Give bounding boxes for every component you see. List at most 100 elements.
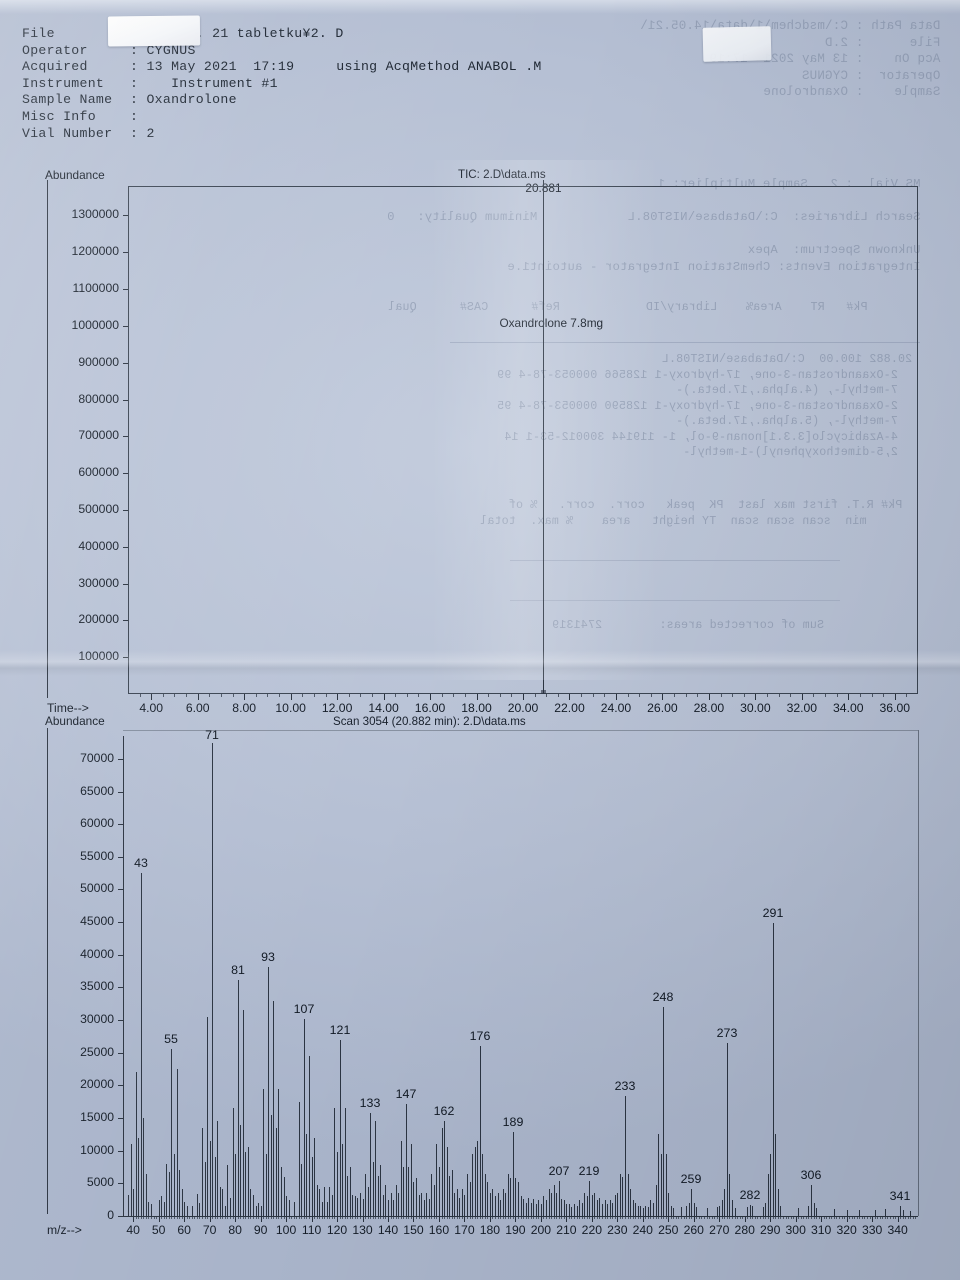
tic-x-tick-major <box>151 694 152 700</box>
tic-x-tick-minor <box>837 694 838 697</box>
ms-spectrum-line <box>171 1049 172 1216</box>
ms-x-tick-minor <box>701 1216 702 1219</box>
ms-x-tick-minor <box>574 1216 575 1219</box>
ms-x-tick-minor <box>887 1216 888 1219</box>
ms-spectrum-line <box>650 1200 651 1216</box>
ms-spectrum-line <box>780 1205 781 1216</box>
ms-x-tick-minor <box>768 1216 769 1219</box>
ms-spectrum-line <box>413 1182 414 1216</box>
ms-spectrum-line <box>594 1192 595 1216</box>
ms-spectrum-line <box>281 1167 282 1216</box>
tic-x-tick-minor <box>860 694 861 697</box>
ms-x-tick-minor <box>714 1216 715 1219</box>
ms-x-tick-minor <box>885 1216 886 1219</box>
ms-x-tick-minor <box>628 1216 629 1219</box>
ms-spectrum-line <box>717 1206 718 1216</box>
ms-spectrum-line <box>294 1201 295 1216</box>
ms-x-tick-label: 160 <box>428 1223 450 1237</box>
ms-x-tick-label: 210 <box>556 1223 577 1237</box>
ms-spectrum-line <box>276 1127 277 1216</box>
ms-chart-title: Scan 3054 (20.882 min): 2.D\data.ms <box>333 715 526 728</box>
ms-spectrum-line <box>380 1165 381 1216</box>
ms-spectrum-line <box>187 1205 188 1216</box>
ms-x-tick-minor <box>238 1216 239 1219</box>
tic-x-tick-label: 10.00 <box>275 701 306 715</box>
ms-x-tick-minor <box>375 1216 376 1219</box>
tic-x-tick-minor <box>686 694 687 697</box>
ms-spectrum-line <box>482 1153 483 1216</box>
ms-x-tick-minor <box>740 1216 741 1219</box>
ms-x-tick-major <box>235 1216 236 1222</box>
ms-spectrum-line <box>480 1046 481 1216</box>
ms-x-tick-minor <box>755 1216 756 1219</box>
ms-x-tick-major <box>413 1216 414 1222</box>
ms-x-tick-major <box>184 1216 185 1222</box>
ms-x-tick-label: 230 <box>607 1223 628 1237</box>
ms-x-tick-minor <box>467 1216 468 1219</box>
ms-spectrum-line <box>645 1205 646 1216</box>
ms-x-tick-minor <box>187 1216 188 1219</box>
ms-spectrum-line <box>729 1173 730 1216</box>
ms-y-tick-label: 45000 <box>80 914 114 929</box>
header-field-label: Misc Info <box>22 108 96 124</box>
tic-y-tick <box>123 363 128 364</box>
ms-spectrum-line <box>500 1200 501 1216</box>
ms-spectrum-line <box>900 1206 901 1216</box>
ms-x-tick-minor <box>350 1216 351 1219</box>
ms-spectrum-line <box>648 1206 649 1216</box>
tic-y-tick <box>123 547 128 548</box>
ms-y-tick <box>118 1020 123 1021</box>
ms-spectrum-line <box>630 1188 631 1216</box>
ms-spectrum-line <box>238 979 239 1216</box>
ms-spectrum-line <box>301 1163 302 1216</box>
ms-peak-label: 306 <box>800 1168 822 1183</box>
ms-spectrum-line <box>602 1204 603 1216</box>
ms-x-tick-minor <box>240 1216 241 1219</box>
ms-spectrum-line <box>607 1204 608 1216</box>
ms-x-tick-minor <box>625 1216 626 1219</box>
ms-spectrum-line <box>579 1200 580 1216</box>
ms-x-tick-minor <box>561 1216 562 1219</box>
ms-x-tick-minor <box>510 1216 511 1219</box>
ms-x-tick-minor <box>391 1216 392 1219</box>
ms-x-tick-minor <box>775 1216 776 1219</box>
ms-x-tick-label: 220 <box>581 1223 603 1237</box>
header-row-file: File: 14. 05. 21 tabletku¥2. D <box>22 26 542 43</box>
ms-x-tick-minor <box>197 1216 198 1219</box>
ms-x-tick-minor <box>849 1216 850 1219</box>
ms-peak-label: 259 <box>680 1171 702 1186</box>
tic-x-tick-major <box>337 694 338 700</box>
ms-spectrum-line <box>814 1202 815 1216</box>
ms-spectrum-line <box>653 1202 654 1216</box>
tic-x-tick-minor <box>186 694 187 697</box>
ms-x-tick-minor <box>482 1216 483 1219</box>
ms-x-tick-minor <box>686 1216 687 1219</box>
tic-y-tick-label: 100000 <box>78 649 119 664</box>
ms-x-tick-minor <box>161 1216 162 1219</box>
ms-spectrum-line <box>263 1088 264 1216</box>
ms-x-tick-minor <box>281 1216 282 1219</box>
ms-x-tick-minor <box>296 1216 297 1219</box>
ms-x-tick-minor <box>727 1216 728 1219</box>
ms-spectrum-line <box>334 1108 335 1216</box>
ms-x-tick-minor <box>304 1216 305 1219</box>
ms-x-tick-label: 260 <box>683 1223 704 1237</box>
mass-spectrum-chart: Abundance Scan 3054 (20.882 min): 2.D\dat… <box>45 714 920 1259</box>
ms-x-tick-label: 90 <box>253 1223 268 1237</box>
ms-x-tick-label: 190 <box>505 1223 526 1237</box>
ms-spectrum-line <box>278 1088 279 1216</box>
ms-spectrum-line <box>599 1197 600 1216</box>
ms-x-tick-minor <box>408 1216 409 1219</box>
ms-x-tick-minor <box>786 1216 787 1219</box>
ms-outer-left-rule <box>47 728 48 1214</box>
ms-spectrum-line <box>403 1167 404 1216</box>
ms-x-tick-minor <box>597 1216 598 1219</box>
ms-x-tick-minor <box>156 1216 157 1219</box>
ms-spectrum-line <box>230 1197 231 1216</box>
tic-x-tick-major <box>198 694 199 700</box>
ms-spectrum-line <box>475 1147 476 1216</box>
ms-x-tick-minor <box>915 1216 916 1219</box>
tic-y-tick-label: 800000 <box>78 391 119 406</box>
ms-x-tick-minor <box>913 1216 914 1219</box>
ms-spectrum-line <box>472 1153 473 1216</box>
